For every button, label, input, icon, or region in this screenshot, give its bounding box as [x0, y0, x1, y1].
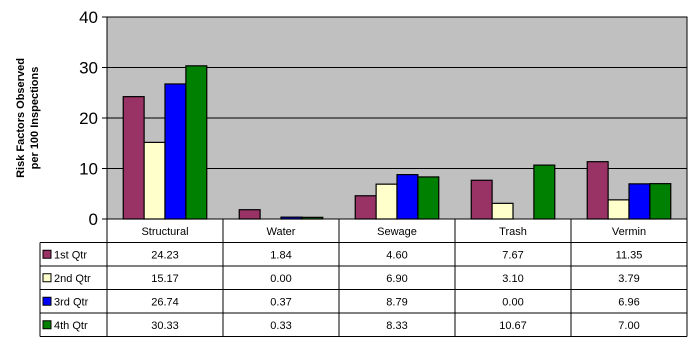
data-label-3rd-qtr-sewage: 8.79: [386, 296, 407, 308]
y-tick-label: 20: [79, 109, 98, 128]
category-label-structural: Structural: [141, 226, 188, 238]
data-label-2nd-qtr-sewage: 6.90: [386, 273, 407, 285]
bar-1st-qtr-vermin: [586, 161, 609, 220]
data-label-4th-qtr-water: 0.33: [270, 320, 291, 332]
bar-2nd-qtr-sewage: [375, 183, 398, 220]
y-tick-label: 0: [89, 210, 98, 229]
y-axis-ticks: 0 10 20 30 40: [79, 8, 107, 229]
data-label-4th-qtr-vermin: 7.00: [618, 320, 639, 332]
y-tick-label: 10: [79, 160, 98, 179]
data-label-3rd-qtr-water: 0.37: [270, 296, 291, 308]
data-label-4th-qtr-trash: 10.67: [499, 320, 527, 332]
bar-2nd-qtr-vermin: [607, 199, 630, 220]
data-label-1st-qtr-structural: 24.23: [151, 249, 179, 261]
data-label-3rd-qtr-structural: 26.74: [151, 296, 179, 308]
category-label-trash: Trash: [499, 226, 527, 238]
bar-3rd-qtr-vermin: [628, 183, 651, 220]
category-label-vermin: Vermin: [612, 226, 646, 238]
data-label-2nd-qtr-structural: 15.17: [151, 273, 179, 285]
bar-4th-qtr-structural: [185, 65, 208, 220]
bar-4th-qtr-sewage: [417, 176, 440, 220]
legend-swatch-4th-qtr: [42, 320, 52, 330]
data-label-2nd-qtr-trash: 3.10: [502, 273, 523, 285]
data-label-4th-qtr-sewage: 8.33: [386, 320, 407, 332]
legend-label-4th-qtr: 4th Qtr: [54, 320, 88, 332]
y-axis-label-line: Risk Factors Observed: [15, 58, 27, 178]
bars: [122, 65, 672, 220]
bar-1st-qtr-trash: [470, 179, 493, 220]
data-label-1st-qtr-trash: 7.67: [502, 249, 523, 261]
bar-1st-qtr-sewage: [354, 195, 377, 220]
bar-2nd-qtr-structural: [143, 141, 166, 220]
data-label-2nd-qtr-vermin: 3.79: [618, 273, 639, 285]
legend-swatch-1st-qtr: [42, 249, 52, 259]
legend-swatch-3rd-qtr: [42, 296, 52, 306]
data-table: Structural Water Sewage Trash Vermin 1st Qtr 2…: [39, 218, 688, 337]
bar-3rd-qtr-sewage: [396, 174, 419, 220]
data-label-1st-qtr-sewage: 4.60: [386, 249, 407, 261]
bar-2nd-qtr-trash: [491, 202, 514, 220]
data-label-4th-qtr-structural: 30.33: [151, 320, 179, 332]
bar-1st-qtr-structural: [122, 96, 145, 220]
legend-swatch-2nd-qtr: [42, 273, 52, 283]
data-label-1st-qtr-vermin: 11.35: [616, 249, 643, 261]
bar-1st-qtr-water: [238, 209, 261, 220]
bar-4th-qtr-trash: [533, 164, 556, 220]
bar-4th-qtr-vermin: [649, 183, 672, 220]
legend-label-1st-qtr: 1st Qtr: [54, 249, 87, 261]
category-label-water: Water: [267, 226, 296, 238]
category-label-sewage: Sewage: [377, 226, 417, 238]
data-label-3rd-qtr-trash: 0.00: [502, 296, 523, 308]
y-tick-label: 40: [79, 8, 98, 27]
data-label-2nd-qtr-water: 0.00: [270, 273, 291, 285]
data-label-3rd-qtr-vermin: 6.96: [618, 296, 639, 308]
y-tick-label: 30: [79, 59, 98, 78]
legend-label-3rd-qtr: 3rd Qtr: [54, 296, 89, 308]
legend-label-2nd-qtr: 2nd Qtr: [54, 273, 91, 285]
y-axis-label: Risk Factors Observed per 100 Inspections: [15, 58, 41, 178]
bar-3rd-qtr-structural: [164, 83, 187, 220]
y-axis-label-line: per 100 Inspections: [29, 67, 41, 170]
data-label-1st-qtr-water: 1.84: [270, 249, 291, 261]
